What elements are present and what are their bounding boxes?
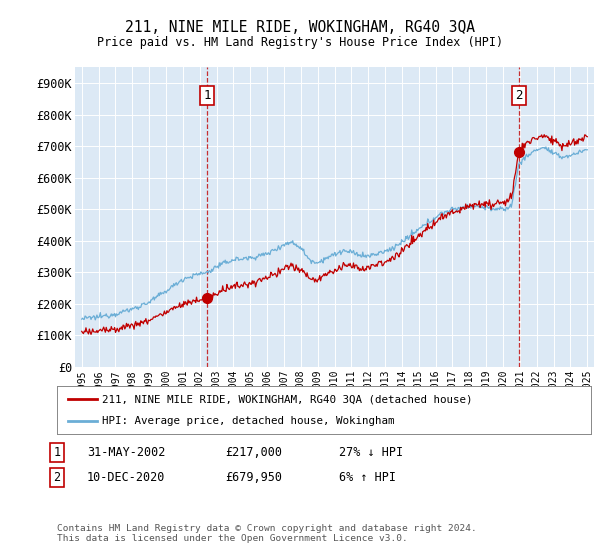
- Text: £679,950: £679,950: [225, 470, 282, 484]
- Text: 1: 1: [53, 446, 61, 459]
- Text: 1: 1: [203, 89, 211, 102]
- Text: 27% ↓ HPI: 27% ↓ HPI: [339, 446, 403, 459]
- Text: 2: 2: [515, 89, 523, 102]
- Text: 31-MAY-2002: 31-MAY-2002: [87, 446, 166, 459]
- Text: 211, NINE MILE RIDE, WOKINGHAM, RG40 3QA (detached house): 211, NINE MILE RIDE, WOKINGHAM, RG40 3QA…: [103, 394, 473, 404]
- Text: 2: 2: [53, 470, 61, 484]
- Text: Contains HM Land Registry data © Crown copyright and database right 2024.
This d: Contains HM Land Registry data © Crown c…: [57, 524, 477, 543]
- Text: £217,000: £217,000: [225, 446, 282, 459]
- Text: 10-DEC-2020: 10-DEC-2020: [87, 470, 166, 484]
- Text: 6% ↑ HPI: 6% ↑ HPI: [339, 470, 396, 484]
- Text: 211, NINE MILE RIDE, WOKINGHAM, RG40 3QA: 211, NINE MILE RIDE, WOKINGHAM, RG40 3QA: [125, 20, 475, 35]
- Text: HPI: Average price, detached house, Wokingham: HPI: Average price, detached house, Woki…: [103, 416, 395, 426]
- Text: Price paid vs. HM Land Registry's House Price Index (HPI): Price paid vs. HM Land Registry's House …: [97, 36, 503, 49]
